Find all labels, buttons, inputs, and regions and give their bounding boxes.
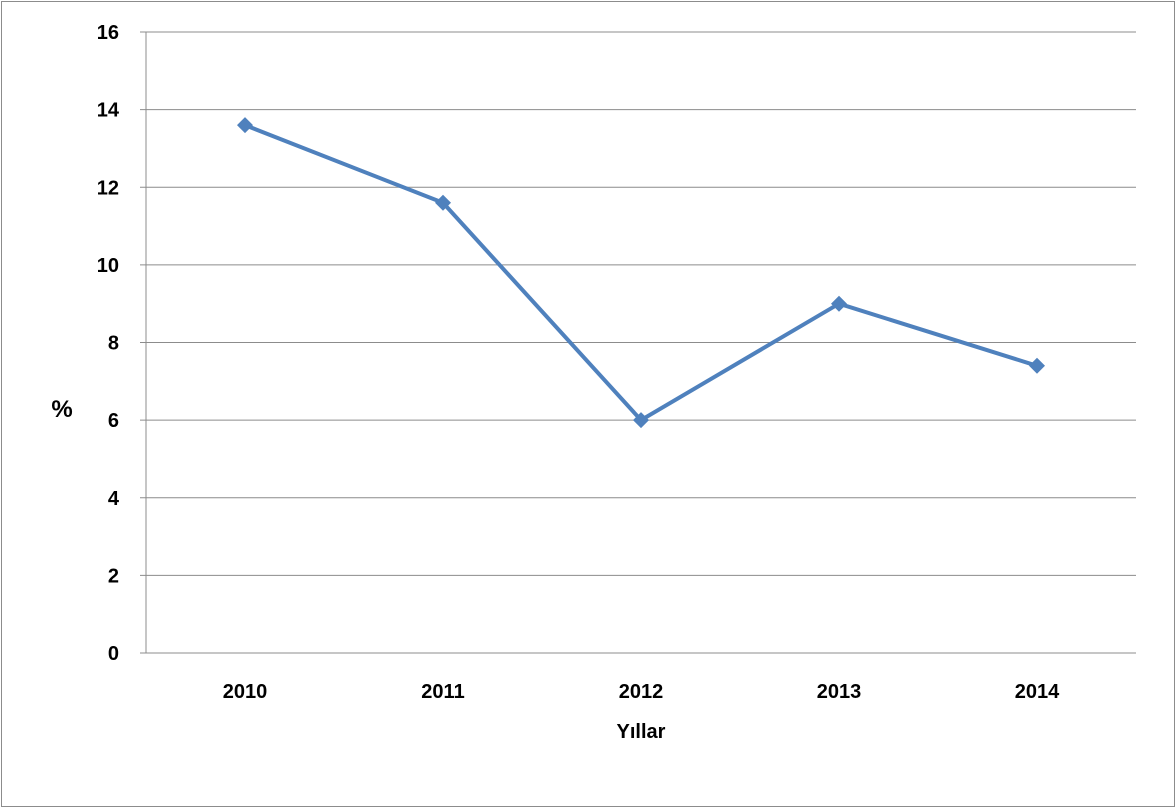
y-tick-label: 10 xyxy=(97,255,119,277)
x-tick-label: 2012 xyxy=(619,681,664,703)
y-tick-label: 12 xyxy=(97,177,119,199)
series-line xyxy=(244,123,1038,423)
data-point-marker xyxy=(237,117,253,134)
x-tick-label: 2011 xyxy=(421,681,464,703)
data-point-marker xyxy=(633,412,649,429)
x-tick-label: 2014 xyxy=(1015,681,1060,703)
y-tick-label: 4 xyxy=(108,488,120,510)
x-tick-labels: 2010 2011 2012 2013 2014 xyxy=(223,681,1060,703)
gridlines xyxy=(140,31,1136,654)
y-tick-labels: 0 2 4 6 8 10 12 14 16 xyxy=(97,22,120,665)
y-tick-label: 2 xyxy=(108,565,119,587)
y-tick-label: 14 xyxy=(97,100,120,122)
data-point-marker xyxy=(831,295,847,312)
y-tick-label: 6 xyxy=(108,410,119,432)
data-point-marker xyxy=(435,194,451,211)
data-point-marker xyxy=(1029,357,1045,374)
x-axis-title: Yıllar xyxy=(617,721,666,743)
series-markers xyxy=(237,117,1045,429)
y-tick-label: 16 xyxy=(97,22,119,44)
y-tick-label: 0 xyxy=(108,643,119,665)
y-tick-label: 8 xyxy=(108,333,119,355)
x-tick-label: 2013 xyxy=(817,681,862,703)
x-tick-label: 2010 xyxy=(223,681,268,703)
y-axis-title: % xyxy=(51,396,72,423)
